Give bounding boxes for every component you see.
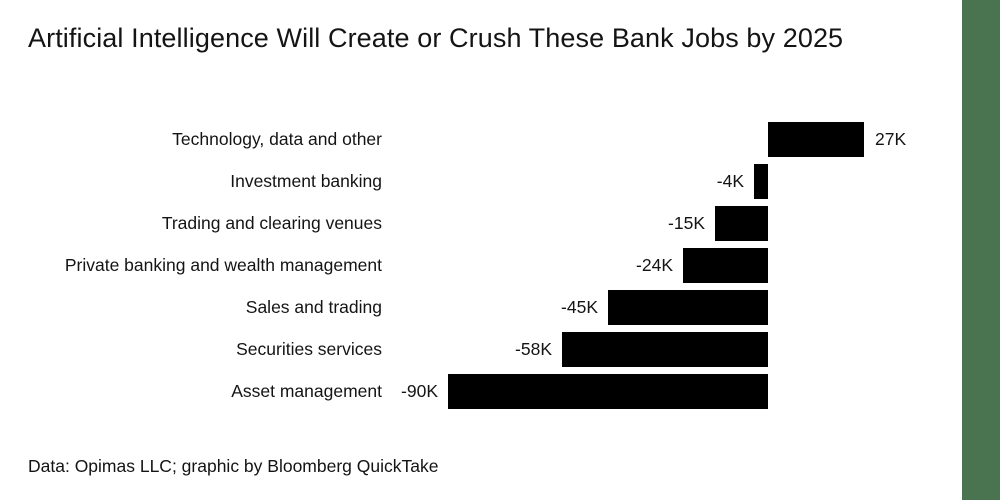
bar	[448, 373, 768, 409]
bar-row: Trading and clearing venues -15K	[0, 202, 962, 244]
bar-row: Technology, data and other 27K	[0, 118, 962, 160]
bar-row: Securities services -58K	[0, 328, 962, 370]
bar-chart: Technology, data and other 27K Investmen…	[0, 118, 962, 412]
value-label: -15K	[668, 213, 705, 233]
bar-row: Private banking and wealth management -2…	[0, 244, 962, 286]
bar	[683, 247, 768, 283]
bar	[754, 163, 768, 199]
bar-row: Sales and trading -45K	[0, 286, 962, 328]
bar	[608, 289, 768, 325]
category-label: Investment banking	[230, 171, 382, 191]
category-label: Technology, data and other	[172, 129, 382, 149]
category-label: Private banking and wealth management	[64, 255, 382, 275]
category-label: Asset management	[231, 381, 382, 401]
value-label: -45K	[561, 297, 598, 317]
value-label: 27K	[875, 129, 907, 149]
category-label: Securities services	[236, 339, 382, 359]
bar	[768, 121, 864, 157]
bar-row: Investment banking -4K	[0, 160, 962, 202]
chart-title: Artificial Intelligence Will Create or C…	[28, 23, 844, 53]
bar-row: Asset management -90K	[0, 370, 962, 412]
category-label: Sales and trading	[245, 297, 382, 317]
source-attribution: Data: Opimas LLC; graphic by Bloomberg Q…	[28, 456, 439, 476]
value-label: -24K	[636, 255, 673, 275]
bar	[562, 331, 768, 367]
value-label: -58K	[515, 339, 552, 359]
accent-stripe	[962, 0, 1000, 500]
category-label: Trading and clearing venues	[161, 213, 382, 233]
bar	[715, 205, 768, 241]
value-label: -90K	[401, 381, 438, 401]
value-label: -4K	[716, 171, 744, 191]
